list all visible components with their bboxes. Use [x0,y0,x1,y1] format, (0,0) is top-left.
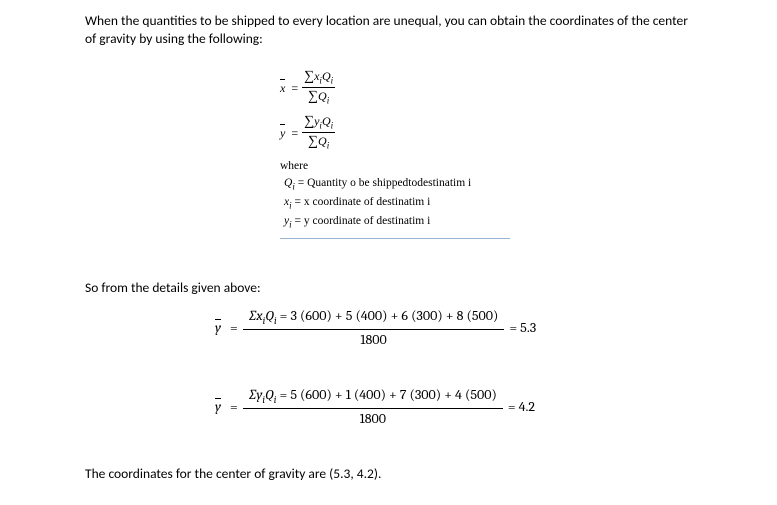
sub-i: i [331,76,334,86]
ybar-symbol: y [280,126,285,140]
calc1-result: = 5.3 [509,319,536,338]
var-q: Q [318,134,327,148]
sigma: ∑ [304,69,314,84]
calc1-fraction: ∑xiQi = 3 (600) + 5 (400) + 6 (300) + 8 … [243,307,505,350]
calc2-fraction: ∑yiQi = 5 (600) + 1 (400) + 7 (300) + 4 … [243,386,503,429]
var-q: Q [318,89,327,103]
ybar-lhs: y [215,319,221,338]
equals-sign: = [291,80,298,96]
var-q: Q [322,69,331,83]
calc-row-y: y = ∑yiQi = 5 (600) + 1 (400) + 7 (300) … [215,386,692,429]
xbar-symbol: x [280,81,285,95]
equals: = [230,319,238,338]
sub-i: i [331,121,334,131]
sub-i: i [327,96,330,106]
calc2-result: = 4.2 [508,398,535,417]
where-definitions: where Qi = Quantity o be shippedtodestin… [280,158,510,232]
def-q: Qi = Quantity o be shippedtodestinatim i [280,175,510,194]
calc2-num-expr: 5 (600) + 1 (400) + 7 (300) + 4 (500) [290,386,497,403]
equals-sign: = [291,125,298,141]
sub-i: i [327,141,330,151]
equals: = [230,398,238,417]
ybar-fraction: ∑yiQi ∑Qi [302,113,335,152]
xbar-fraction: ∑xiQi ∑Qi [302,68,335,107]
def-x: xi = x coordinate of destinatim i [280,194,510,213]
x-text: = x coordinate of destinatim i [292,196,431,208]
section-intro: So from the details given above: [85,279,692,297]
y-text: = y coordinate of destinatim i [292,215,431,227]
conclusion-text: The coordinates for the center of gravit… [85,465,692,483]
intro-paragraph: When the quantities to be shipped to eve… [85,12,692,48]
sigma: ∑ [308,89,318,104]
sigma: ∑ [308,134,318,149]
def-y: yi = y coordinate of destinatim i [280,213,510,232]
calc2-denom: 1800 [354,409,392,429]
ybar-lhs: y [215,398,221,417]
where-label: where [280,158,510,175]
calc1-num-expr: 3 (600) + 5 (400) + 6 (300) + 8 (500) [291,307,499,324]
calc1-denom: 1800 [354,330,392,350]
calc-row-x: y = ∑xiQi = 3 (600) + 5 (400) + 6 (300) … [215,307,692,350]
sigma: ∑ [304,114,314,129]
xbar-formula: x = ∑xiQi ∑Qi [280,68,510,107]
q-text: = Quantity o be shippedtodestinatim i [295,177,471,189]
ybar-formula: y = ∑yiQi ∑Qi [280,113,510,152]
formula-definition-block: x = ∑xiQi ∑Qi y = ∑yiQi ∑Qi where Qi = Q… [280,62,510,238]
var-q: Q [322,114,331,128]
